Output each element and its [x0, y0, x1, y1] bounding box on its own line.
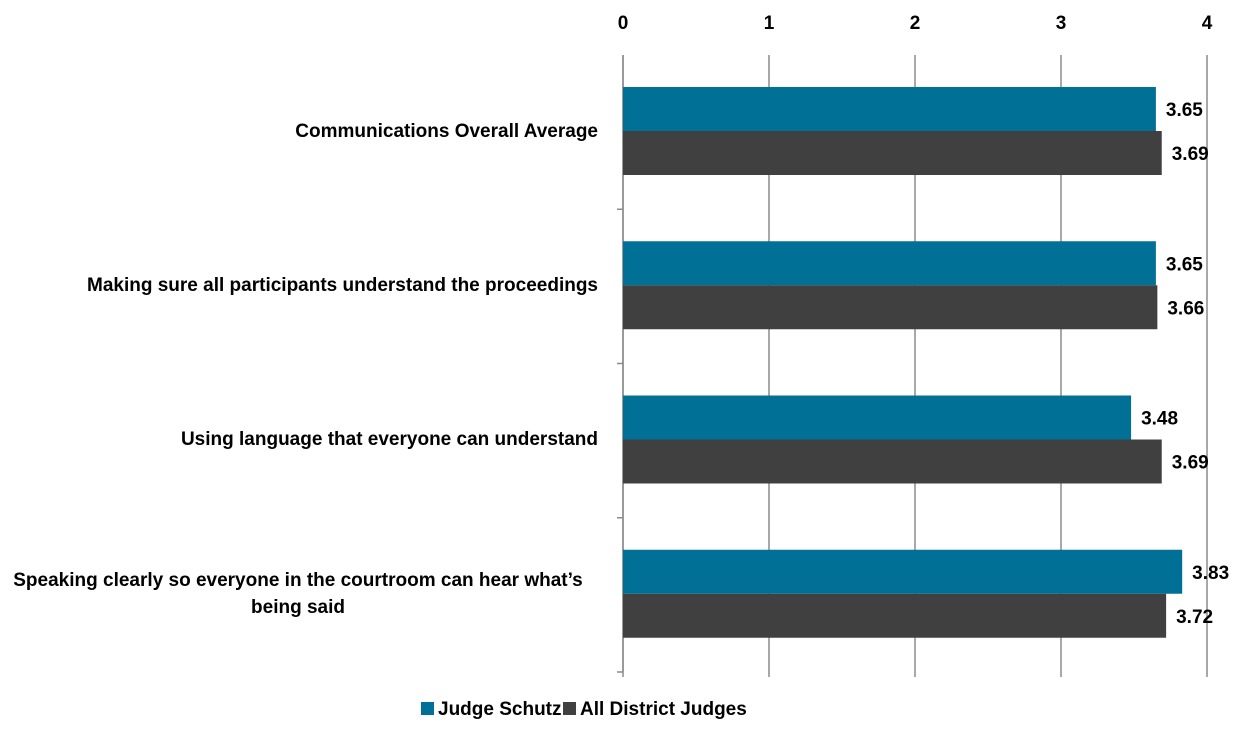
category-label: Making sure all participants understand … [0, 241, 598, 329]
x-tick-label: 2 [910, 13, 921, 34]
legend-swatch [563, 702, 576, 715]
legend-label: Judge Schutz [438, 699, 562, 720]
bar [623, 439, 1162, 484]
value-label: 3.72 [1176, 607, 1213, 628]
category-text: Using language that everyone can underst… [180, 429, 598, 450]
bar [623, 285, 1158, 330]
value-label: 3.69 [1172, 144, 1209, 165]
legend-label: All District Judges [580, 699, 747, 720]
value-label: 3.69 [1172, 453, 1209, 474]
value-label: 3.65 [1166, 254, 1203, 275]
category-text: Speaking clearly so everyone in the cour… [13, 569, 583, 618]
value-label: 3.66 [1167, 298, 1204, 319]
legend-swatch [421, 702, 434, 715]
bar [623, 241, 1156, 286]
category-text: Making sure all participants understand … [87, 274, 598, 296]
x-tick-label: 0 [618, 13, 629, 34]
category-text: Communications Overall Average [295, 120, 598, 142]
x-tick-label: 1 [764, 13, 775, 34]
bar [623, 593, 1167, 638]
value-label: 3.65 [1166, 100, 1203, 121]
bar [623, 87, 1156, 131]
category-label: Speaking clearly so everyone in the cour… [0, 550, 598, 638]
value-label: 3.83 [1192, 563, 1229, 584]
x-tick-label: 3 [1056, 13, 1067, 34]
bar [623, 131, 1162, 175]
x-tick-label: 4 [1202, 13, 1213, 34]
bar [623, 549, 1183, 594]
bar [623, 395, 1132, 440]
category-label: Using language that everyone can underst… [0, 396, 598, 484]
value-label: 3.48 [1141, 409, 1178, 430]
category-label: Communications Overall Average [0, 87, 598, 175]
